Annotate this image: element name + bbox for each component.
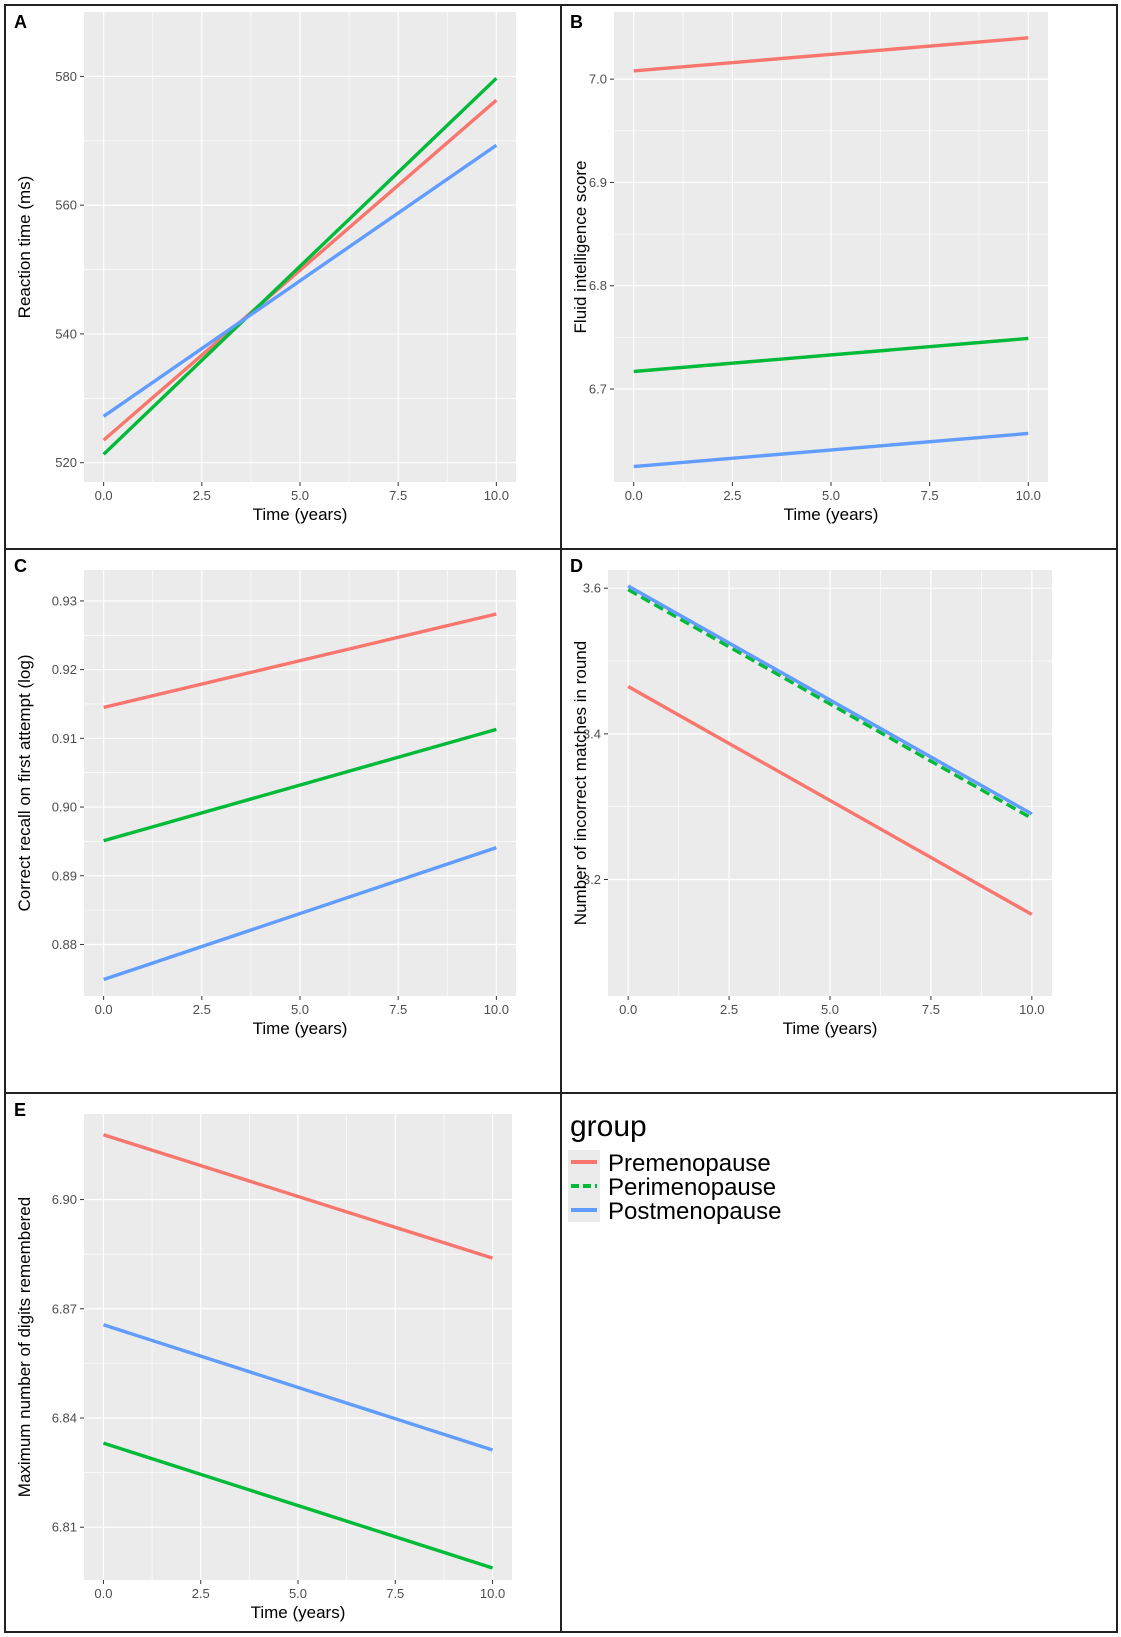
chart-b: B 0.0 2.5 5.0 7.5 10.0 6.7 6.8 6.9 7.0 Time (years… <box>570 12 1048 524</box>
tick-label-x: 2.5 <box>723 488 741 503</box>
series-line-postmenopause <box>633 431 1029 469</box>
panel-e: E 0.0 2.5 5.0 7.5 10.0 6.81 6.84 6.87 6.90 Time (y… <box>4 1092 562 1633</box>
tick-label-y: 0.93 <box>52 593 77 608</box>
tick-label-x: 10.0 <box>1016 488 1041 503</box>
tick-label-y: 560 <box>55 198 77 213</box>
tick-label-x: 10.0 <box>484 1002 509 1017</box>
tick-label-x: 2.5 <box>720 1002 738 1017</box>
legend-label-premenopause: Premenopause <box>608 1150 771 1177</box>
y-axis-title: Maximum number of digits remembered <box>15 1197 34 1497</box>
series-line-premenopause <box>102 1133 494 1260</box>
series-line-premenopause <box>633 36 1029 73</box>
x-axis-title: Time (years) <box>783 1019 878 1038</box>
tick-label-y: 6.8 <box>589 278 607 293</box>
tick-label-y: 3.4 <box>583 726 601 741</box>
tick-label-x: 2.5 <box>193 488 211 503</box>
legend: group Premenopause Perimenopause Postmen… <box>568 1106 808 1225</box>
panel-b: B 0.0 2.5 5.0 7.5 10.0 6.7 6.8 6.9 7.0 Time (years… <box>560 4 1118 550</box>
tick-label-x: 0.0 <box>95 1002 113 1017</box>
tick-label-x: 0.0 <box>619 1002 637 1017</box>
tick-label-x: 7.5 <box>922 1002 940 1017</box>
tick-label-x: 5.0 <box>289 1586 307 1601</box>
tick-label-x: 10.0 <box>480 1586 505 1601</box>
tick-label-y: 6.87 <box>52 1301 77 1316</box>
panel-a: A 0.0 2.5 5.0 7.5 10.0 520 540 560 580 Time (years… <box>4 4 562 550</box>
series-line-postmenopause <box>102 143 498 418</box>
tick-label-y: 3.2 <box>583 872 601 887</box>
series-line-perimenopause <box>102 77 498 456</box>
tick-label-x: 10.0 <box>1019 1002 1044 1017</box>
tick-label-x: 10.0 <box>484 488 509 503</box>
tick-label-y: 0.90 <box>52 800 77 815</box>
tick-label-y: 0.91 <box>52 731 77 746</box>
tick-label-x: 5.0 <box>822 488 840 503</box>
chart-d: D 0.0 2.5 5.0 7.5 10.0 3.2 3.4 3.6 Time (years) Nu… <box>570 556 1052 1038</box>
tick-label-y: 6.7 <box>589 382 607 397</box>
x-axis-title: Time (years) <box>784 505 879 524</box>
chart-e: E 0.0 2.5 5.0 7.5 10.0 6.81 6.84 6.87 6.90 Time (y… <box>14 1100 512 1622</box>
legend-title: group <box>570 1110 647 1143</box>
panel-tag: B <box>570 12 583 32</box>
tick-label-x: 5.0 <box>821 1002 839 1017</box>
tick-label-x: 5.0 <box>291 488 309 503</box>
tick-label-x: 7.5 <box>389 488 407 503</box>
legend-label-postmenopause: Postmenopause <box>608 1198 781 1225</box>
y-axis-title: Fluid intelligence score <box>571 161 590 334</box>
tick-label-x: 7.5 <box>389 1002 407 1017</box>
tick-label-x: 7.5 <box>921 488 939 503</box>
x-axis-title: Time (years) <box>253 505 348 524</box>
series-line-premenopause <box>102 98 498 442</box>
panel-d: D 0.0 2.5 5.0 7.5 10.0 3.2 3.4 3.6 Time (years) Nu… <box>560 548 1118 1094</box>
series-line-premenopause <box>103 612 497 710</box>
series-line-postmenopause <box>102 1323 494 1452</box>
x-axis-title: Time (years) <box>251 1603 346 1622</box>
legend-background <box>568 1106 808 1206</box>
series-line-postmenopause <box>627 584 1033 816</box>
y-axis-title: Number of incorrect matches in round <box>571 641 590 925</box>
series-line-perimenopause <box>633 336 1029 374</box>
tick-label-y: 6.81 <box>52 1520 77 1535</box>
tick-label-y: 540 <box>55 326 77 341</box>
panel-tag: D <box>570 556 583 576</box>
tick-label-y: 0.88 <box>52 937 77 952</box>
tick-label-x: 0.0 <box>95 488 113 503</box>
tick-label-y: 3.6 <box>583 581 601 596</box>
y-axis-title: Correct recall on first attempt (log) <box>15 655 34 912</box>
tick-label-y: 580 <box>55 69 77 84</box>
tick-label-x: 2.5 <box>192 1586 210 1601</box>
panel-tag: C <box>14 556 27 576</box>
legend-panel: group Premenopause Perimenopause Postmen… <box>560 1092 1118 1633</box>
panel-tag: E <box>14 1100 26 1120</box>
series-line-perimenopause <box>103 727 497 843</box>
tick-label-x: 5.0 <box>291 1002 309 1017</box>
series-line-postmenopause <box>103 845 497 982</box>
chart-c: C 0.0 2.5 5.0 7.5 10.0 0.88 0.89 0.90 0.91 0.92 0.9… <box>14 556 516 1038</box>
tick-label-y: 7.0 <box>589 72 607 87</box>
tick-label-y: 6.90 <box>52 1192 77 1207</box>
tick-label-x: 0.0 <box>625 488 643 503</box>
x-axis-title: Time (years) <box>253 1019 348 1038</box>
y-axis-title: Reaction time (ms) <box>15 176 34 319</box>
series-line-perimenopause <box>627 588 1033 820</box>
tick-label-y: 6.9 <box>589 175 607 190</box>
tick-label-y: 520 <box>55 455 77 470</box>
panel-c: C 0.0 2.5 5.0 7.5 10.0 0.88 0.89 0.90 0.91 0.92 0.9… <box>4 548 562 1094</box>
tick-label-x: 7.5 <box>386 1586 404 1601</box>
chart-a: A 0.0 2.5 5.0 7.5 10.0 520 540 560 580 Time (years… <box>14 12 516 524</box>
series-line-perimenopause <box>102 1441 494 1570</box>
tick-label-x: 0.0 <box>94 1586 112 1601</box>
tick-label-y: 6.84 <box>52 1410 77 1425</box>
panel-tag: A <box>14 12 27 32</box>
series-line-premenopause <box>627 685 1033 916</box>
tick-label-y: 0.92 <box>52 662 77 677</box>
tick-label-x: 2.5 <box>193 1002 211 1017</box>
legend-label-perimenopause: Perimenopause <box>608 1174 776 1201</box>
tick-label-y: 0.89 <box>52 868 77 883</box>
